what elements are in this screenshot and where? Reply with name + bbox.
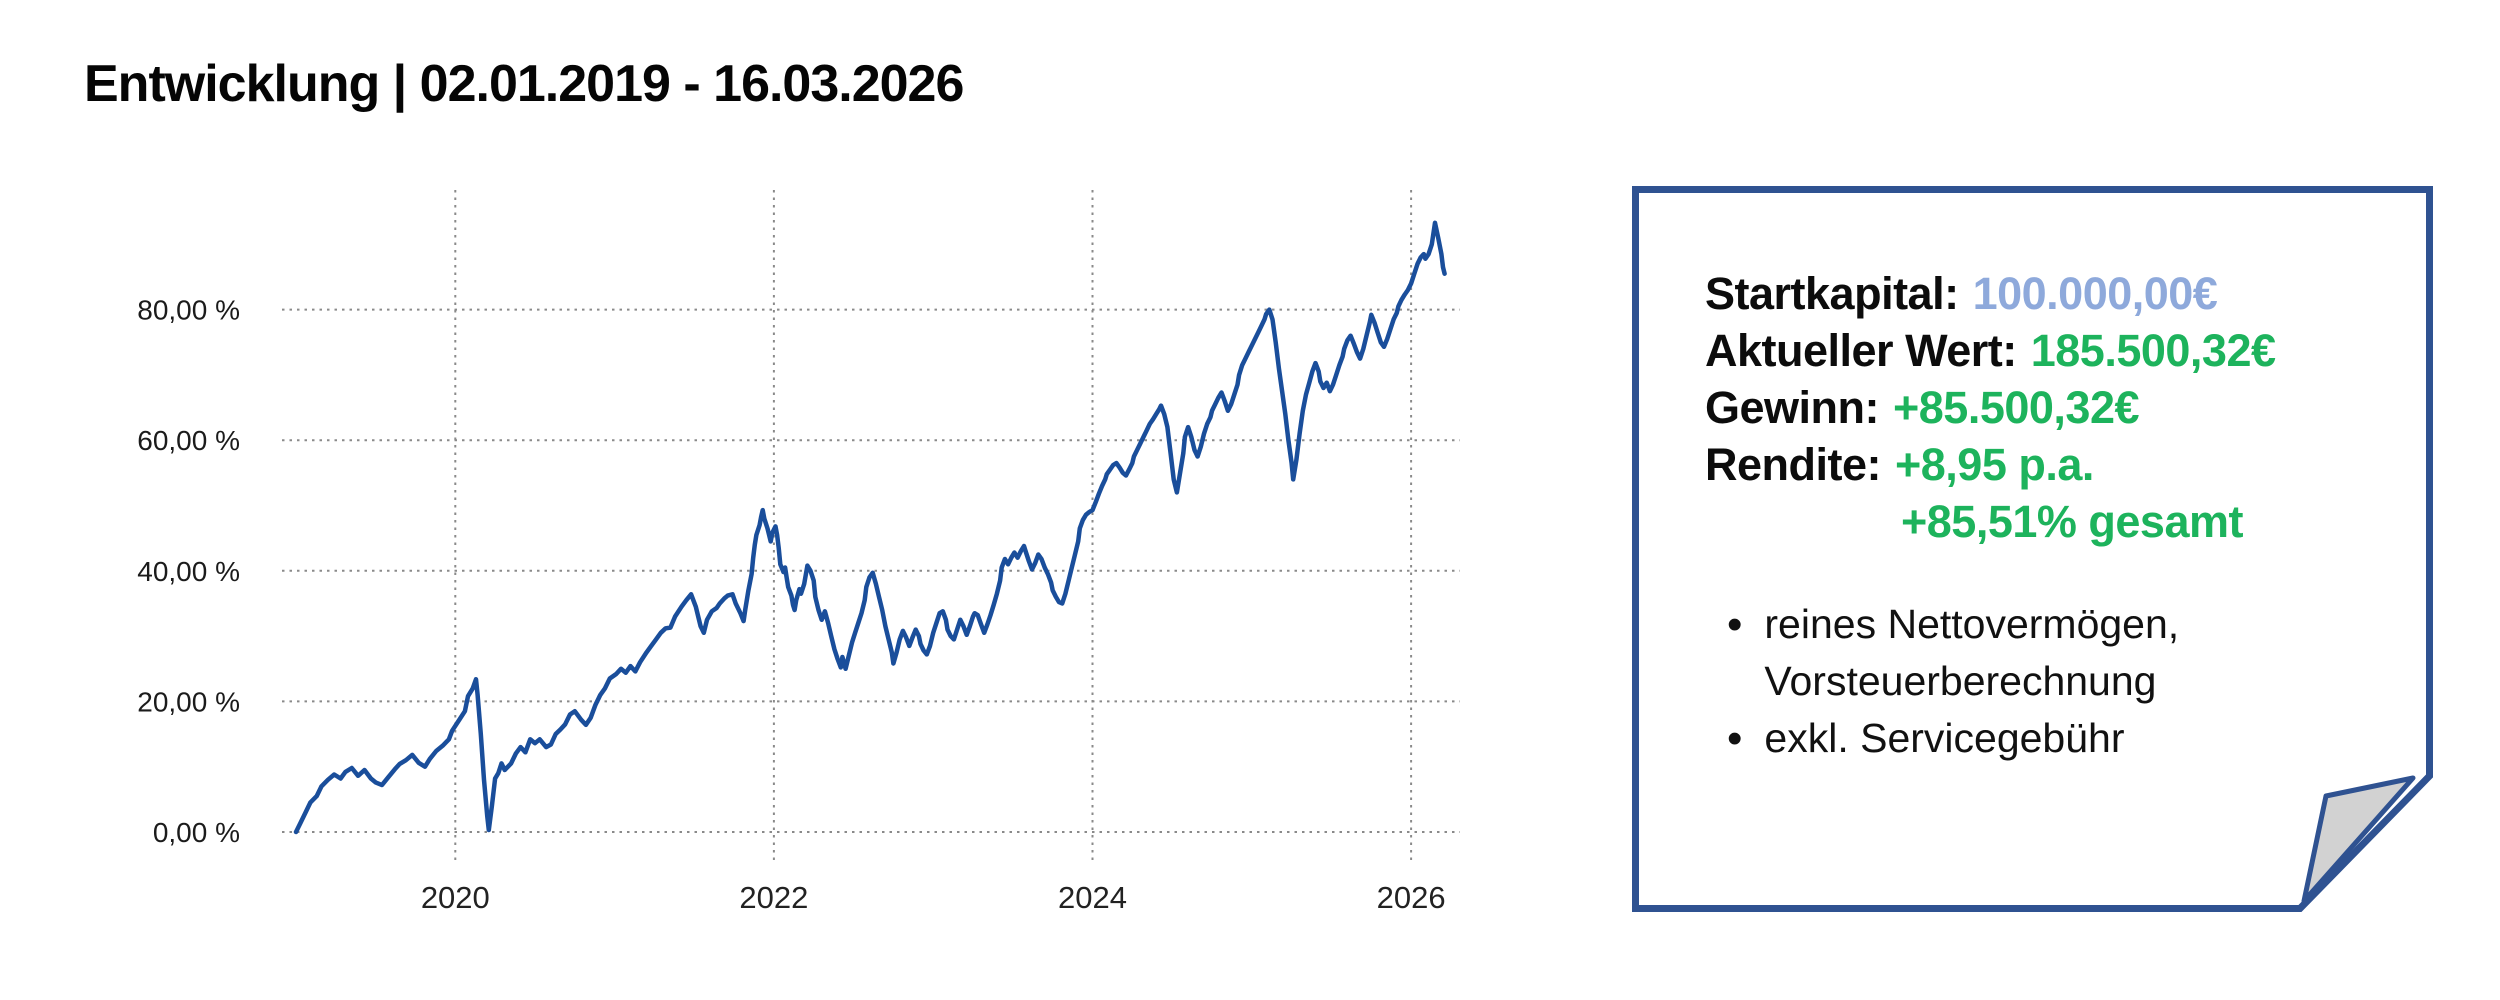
summary-note-box: Startkapital: 100.000,00€ Aktueller Wert:… bbox=[1632, 186, 2433, 912]
y-axis-tick-label: 60,00 % bbox=[137, 425, 240, 456]
stat-label: Startkapital: bbox=[1705, 268, 1959, 319]
portfolio-performance-line bbox=[293, 220, 1447, 835]
stat-value: +8,95 p.a. bbox=[1895, 439, 2094, 490]
bullet-text: reines Nettovermögen, Vorsteuerberechnun… bbox=[1764, 601, 2180, 704]
note-content: Startkapital: 100.000,00€ Aktueller Wert:… bbox=[1639, 193, 2426, 905]
stat-value: +85.500,32€ bbox=[1893, 382, 2140, 433]
bullet-text: exkl. Servicegebühr bbox=[1764, 715, 2125, 761]
note-border-and-fold bbox=[1632, 186, 2433, 912]
y-axis-tick-label: 20,00 % bbox=[137, 686, 240, 717]
y-axis-tick-label: 80,00 % bbox=[137, 295, 240, 326]
stat-value: 100.000,00€ bbox=[1972, 268, 2218, 319]
page-title: Entwicklung | 02.01.2019 - 16.03.2026 bbox=[84, 55, 964, 113]
stat-label: Rendite: bbox=[1705, 439, 1882, 490]
stat-value: 185.500,32€ bbox=[2030, 325, 2276, 376]
stat-label: Gewinn: bbox=[1705, 382, 1880, 433]
note-bullet-list: • reines Nettovermögen, Vorsteuerberechn… bbox=[1727, 596, 2406, 767]
bullet-item: • exkl. Servicegebühr bbox=[1727, 710, 2406, 767]
bullet-dot-icon: • bbox=[1727, 714, 1743, 763]
note-border bbox=[1632, 186, 2433, 912]
x-axis-tick-label: 2026 bbox=[1377, 880, 1446, 915]
x-axis-tick-label: 2022 bbox=[739, 880, 808, 915]
stat-label: Aktueller Wert: bbox=[1705, 325, 2017, 376]
stat-row-rendite-gesamt: +85,51% gesamt bbox=[1705, 493, 2406, 550]
stat-row-aktueller-wert: Aktueller Wert: 185.500,32€ bbox=[1705, 322, 2406, 379]
stat-value: +85,51% gesamt bbox=[1901, 496, 2243, 547]
bullet-item: • reines Nettovermögen, Vorsteuerberechn… bbox=[1727, 596, 2406, 710]
stat-row-rendite: Rendite: +8,95 p.a. bbox=[1705, 436, 2406, 493]
stat-row-startkapital: Startkapital: 100.000,00€ bbox=[1705, 265, 2406, 322]
x-axis-tick-label: 2024 bbox=[1058, 880, 1127, 915]
stat-row-gewinn: Gewinn: +85.500,32€ bbox=[1705, 379, 2406, 436]
bullet-dot-icon: • bbox=[1727, 600, 1743, 649]
y-axis-tick-label: 0,00 % bbox=[153, 817, 240, 848]
y-axis-tick-label: 40,00 % bbox=[137, 556, 240, 587]
x-axis-tick-label: 2020 bbox=[421, 880, 490, 915]
page-curl-fold bbox=[2301, 775, 2416, 904]
